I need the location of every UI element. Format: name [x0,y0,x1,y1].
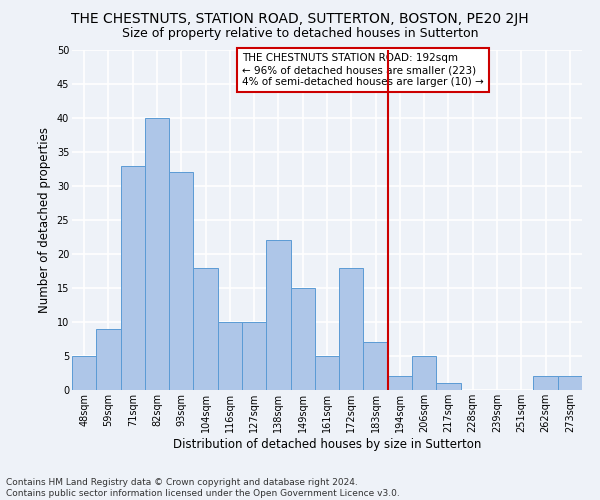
Bar [145,118,169,390]
Bar [193,268,218,390]
Bar [266,240,290,390]
Bar [558,376,582,390]
Text: THE CHESTNUTS, STATION ROAD, SUTTERTON, BOSTON, PE20 2JH: THE CHESTNUTS, STATION ROAD, SUTTERTON, … [71,12,529,26]
Bar [533,376,558,390]
Text: Size of property relative to detached houses in Sutterton: Size of property relative to detached ho… [122,28,478,40]
Bar [96,329,121,390]
Bar [72,356,96,390]
Bar [290,288,315,390]
Text: THE CHESTNUTS STATION ROAD: 192sqm
← 96% of detached houses are smaller (223)
4%: THE CHESTNUTS STATION ROAD: 192sqm ← 96%… [242,54,484,86]
Bar [388,376,412,390]
Bar [412,356,436,390]
Bar [315,356,339,390]
Bar [339,268,364,390]
Bar [218,322,242,390]
Bar [242,322,266,390]
Bar [436,383,461,390]
Bar [364,342,388,390]
X-axis label: Distribution of detached houses by size in Sutterton: Distribution of detached houses by size … [173,438,481,450]
Bar [121,166,145,390]
Text: Contains HM Land Registry data © Crown copyright and database right 2024.
Contai: Contains HM Land Registry data © Crown c… [6,478,400,498]
Y-axis label: Number of detached properties: Number of detached properties [38,127,51,313]
Bar [169,172,193,390]
